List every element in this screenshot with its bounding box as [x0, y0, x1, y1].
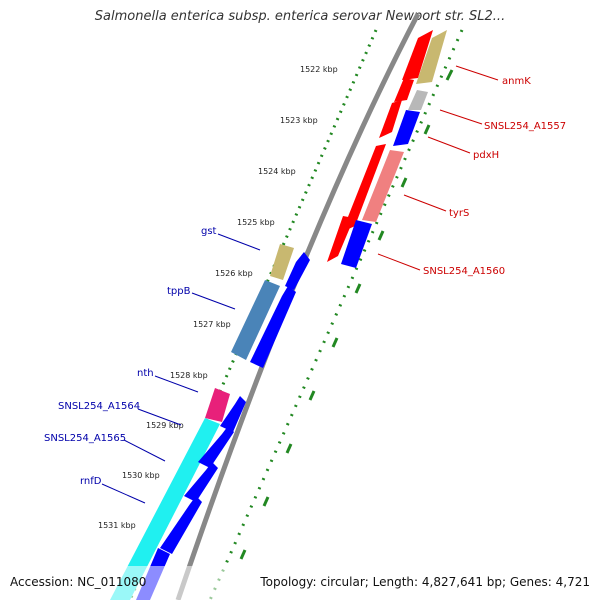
gene-block — [220, 396, 246, 432]
accession-info: Accession: NC_011080 — [10, 575, 146, 589]
gene-block — [285, 252, 310, 290]
gene-block — [402, 30, 433, 80]
tick-label-1523: 1523 kbp — [280, 116, 318, 125]
gene-label-pdxh[interactable]: pdxH — [473, 150, 499, 161]
tick-label-1528: 1528 kbp — [170, 371, 208, 380]
gene-block — [394, 78, 414, 102]
gene-block — [416, 30, 447, 84]
gene-block — [250, 286, 296, 368]
gene-label-nth[interactable]: nth — [137, 368, 154, 379]
gene-block — [393, 110, 420, 146]
gene-label-tppb[interactable]: tppB — [167, 286, 191, 297]
gene-label-snsl254-a1564[interactable]: SNSL254_A1564 — [58, 401, 140, 412]
tick-label-1527: 1527 kbp — [193, 320, 231, 329]
forward-genes — [327, 30, 447, 268]
gene-label-rnfd[interactable]: rnfD — [80, 476, 102, 487]
tick-label-1529: 1529 kbp — [146, 421, 184, 430]
tick-label-1522: 1522 kbp — [300, 65, 338, 74]
gene-block — [160, 496, 202, 554]
tick-label-1531: 1531 kbp — [98, 521, 136, 530]
right-gene-labels: anmK SNSL254_A1557 pdxH tyrS SNSL254_A15… — [377, 65, 566, 277]
map-title: Salmonella enterica subsp. enterica sero… — [94, 9, 506, 24]
gene-label-snsl254-a1565[interactable]: SNSL254_A1565 — [44, 433, 126, 444]
accession-label: Accession: — [10, 575, 74, 589]
outer-major-ticks — [239, 69, 454, 560]
gene-label-gst[interactable]: gst — [201, 226, 217, 237]
reverse-genes — [110, 244, 310, 600]
tick-label-1530: 1530 kbp — [122, 471, 160, 480]
tick-label-1526: 1526 kbp — [215, 269, 253, 278]
gene-block — [184, 462, 218, 502]
gene-label-tyrs[interactable]: tyrS — [449, 208, 469, 219]
gene-block — [231, 280, 280, 360]
gene-block — [341, 220, 372, 268]
accession-value: NC_011080 — [77, 575, 147, 589]
gene-block — [110, 418, 220, 600]
gene-block — [362, 150, 404, 222]
topology-info: Topology: circular; Length: 4,827,641 bp… — [260, 575, 590, 589]
tick-label-1525: 1525 kbp — [237, 218, 275, 227]
gene-block — [270, 244, 294, 280]
gene-label-anmk[interactable]: anmK — [502, 76, 531, 87]
gene-label-snsl254-a1557[interactable]: SNSL254_A1557 — [484, 121, 566, 132]
gene-block — [408, 90, 428, 110]
gene-block — [327, 216, 354, 262]
left-gene-labels: gst tppB nth SNSL254_A1564 SNSL254_A1565… — [44, 226, 261, 504]
gene-label-snsl254-a1560[interactable]: SNSL254_A1560 — [423, 266, 505, 277]
gene-block — [379, 100, 402, 138]
ruler-labels: 1522 kbp 1523 kbp 1524 kbp 1525 kbp 1526… — [98, 65, 338, 530]
gene-block — [205, 388, 230, 422]
outer-tick-ring — [208, 29, 464, 600]
backbone-ring — [175, 12, 421, 600]
gene-block — [198, 426, 234, 468]
tick-label-1524: 1524 kbp — [258, 167, 296, 176]
gene-block — [342, 144, 386, 232]
